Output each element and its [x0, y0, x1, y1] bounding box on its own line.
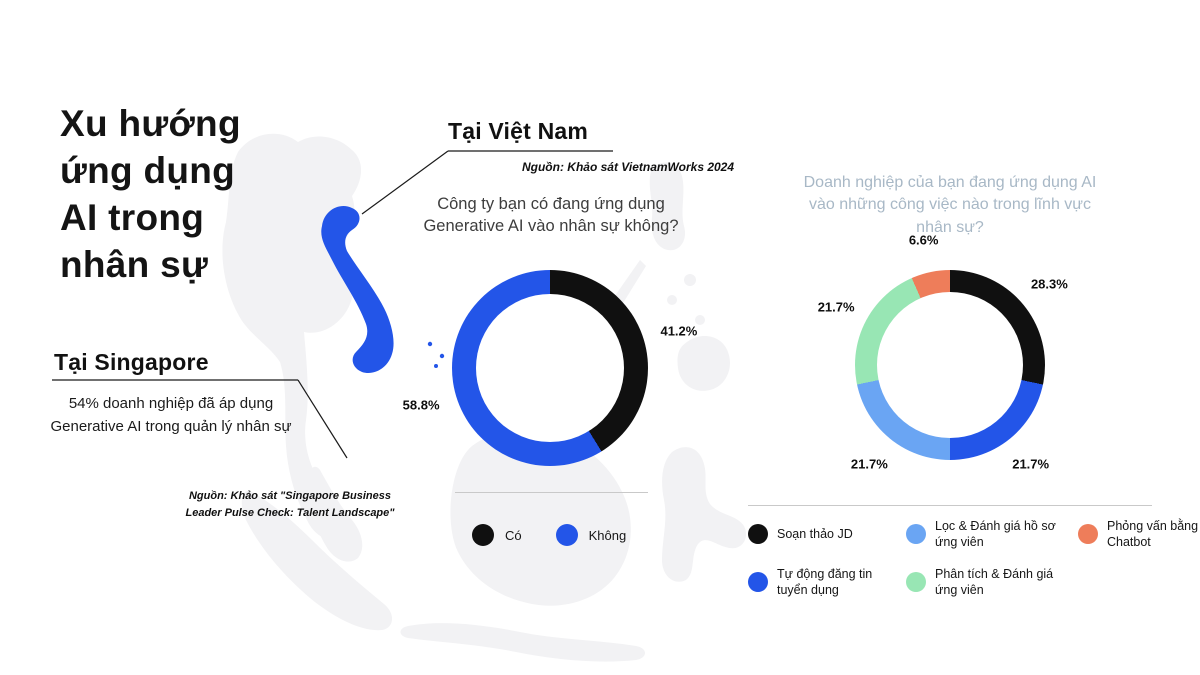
map-landmass-indochina: [222, 133, 362, 539]
title-line-1: Xu hướng: [60, 103, 241, 144]
map-landmass-java: [400, 623, 645, 662]
legend-label-khong: Không: [588, 527, 627, 543]
legend-dot-jd: [748, 524, 768, 545]
chart2-divider: [748, 505, 1152, 506]
title-line-2: ứng dụng: [60, 149, 236, 191]
map-island: [695, 315, 705, 325]
legend-dot-chatbot: [1078, 524, 1098, 545]
legend-item-khong: Không: [555, 524, 627, 546]
donut-chart-vietnam: 41.2% 58.8%: [403, 270, 697, 466]
chart2-title: Doanh nghiệp của bạn đang ứng dụng AI và…: [803, 174, 1097, 236]
island-dot: [434, 364, 438, 368]
map-island: [667, 295, 677, 305]
legend-label-co: Có: [505, 527, 522, 543]
donut-hole: [476, 294, 624, 442]
map-landmass-palawan: [612, 260, 646, 308]
donut-hole: [877, 292, 1023, 438]
legend-label-phan-tich: Phân tích & Đánh giá ứng viên: [935, 566, 1054, 597]
legend-label-dang-tin: Tự động đăng tin tuyển dụng: [777, 566, 873, 597]
donut-chart-ai-tasks: 28.3% 21.7% 21.7% 21.7% 6.6%: [818, 232, 1068, 472]
legend-item-chatbot: Phỏng vấn bằng Chatbot: [1078, 518, 1200, 551]
legend-label-loc-danh-gia: Lọc & Đánh giá hồ sơ ứng viên: [935, 519, 1056, 550]
legend-dot-khong: [555, 524, 578, 546]
map-landmass-mindanao: [677, 336, 730, 391]
legend-item-co: Có: [472, 524, 522, 546]
chart1-legend: Có Không: [472, 524, 626, 546]
segment-value-label: 6.6%: [908, 232, 939, 248]
title-line-3: AI trong: [60, 196, 205, 238]
legend-item-loc-danh-gia: Lọc & Đánh giá hồ sơ ứng viên: [906, 518, 1072, 551]
title-line-4: nhân sự: [60, 243, 209, 285]
map-island: [684, 274, 696, 286]
connector-lines: [52, 150, 613, 459]
island-dot: [439, 353, 445, 359]
chart1-divider: [455, 492, 648, 493]
page-title: Xu hướng ứng dụng AI trong nhân sự: [60, 101, 241, 289]
segment-value-label: 28.3%: [1030, 276, 1068, 292]
chart1-title: Công ty bạn có đang ứng dụng Generative …: [423, 195, 679, 236]
legend-dot-phan-tich: [906, 571, 926, 592]
vietnam-connector-line: [361, 150, 449, 215]
vietnam-source: Nguồn: Khảo sát VietnamWorks 2024: [521, 160, 735, 174]
segment-value-label: 58.8%: [402, 397, 440, 413]
singapore-connector-line: [297, 379, 348, 459]
singapore-stat: 54% doanh nghiệp đã áp dụng Generative A…: [50, 395, 292, 435]
segment-value-label: 21.7%: [850, 456, 888, 472]
legend-dot-co: [472, 524, 494, 546]
map-landmass-malay-peninsula: [307, 466, 363, 562]
singapore-heading: Tại Singapore: [54, 349, 209, 375]
map-landmass-sulawesi: [662, 447, 747, 582]
vietnam-heading: Tại Việt Nam: [448, 118, 589, 144]
map-landmass-sumatra: [241, 490, 393, 631]
legend-dot-loc-danh-gia: [906, 524, 926, 545]
legend-dot-dang-tin: [748, 571, 768, 592]
island-dot: [427, 341, 433, 347]
legend-item-dang-tin: Tự động đăng tin tuyển dụng: [748, 566, 900, 599]
map-landmass-luzon: [649, 162, 686, 251]
vietnam-map-shape: [321, 206, 394, 374]
map-landmass-borneo: [450, 429, 631, 606]
segment-value-label: 41.2%: [660, 323, 698, 339]
singapore-source: Nguồn: Khảo sát "Singapore Business Lead…: [185, 490, 395, 520]
legend-item-jd: Soạn thảo JD: [748, 518, 900, 551]
legend-item-phan-tich: Phân tích & Đánh giá ứng viên: [906, 566, 1072, 599]
legend-label-jd: Soạn thảo JD: [777, 527, 853, 542]
legend-label-chatbot: Phỏng vấn bằng Chatbot: [1107, 519, 1199, 550]
segment-value-label: 21.7%: [817, 299, 855, 315]
segment-value-label: 21.7%: [1012, 456, 1050, 472]
chart2-legend: Soạn thảo JD Lọc & Đánh giá hồ sơ ứng vi…: [748, 518, 1200, 598]
